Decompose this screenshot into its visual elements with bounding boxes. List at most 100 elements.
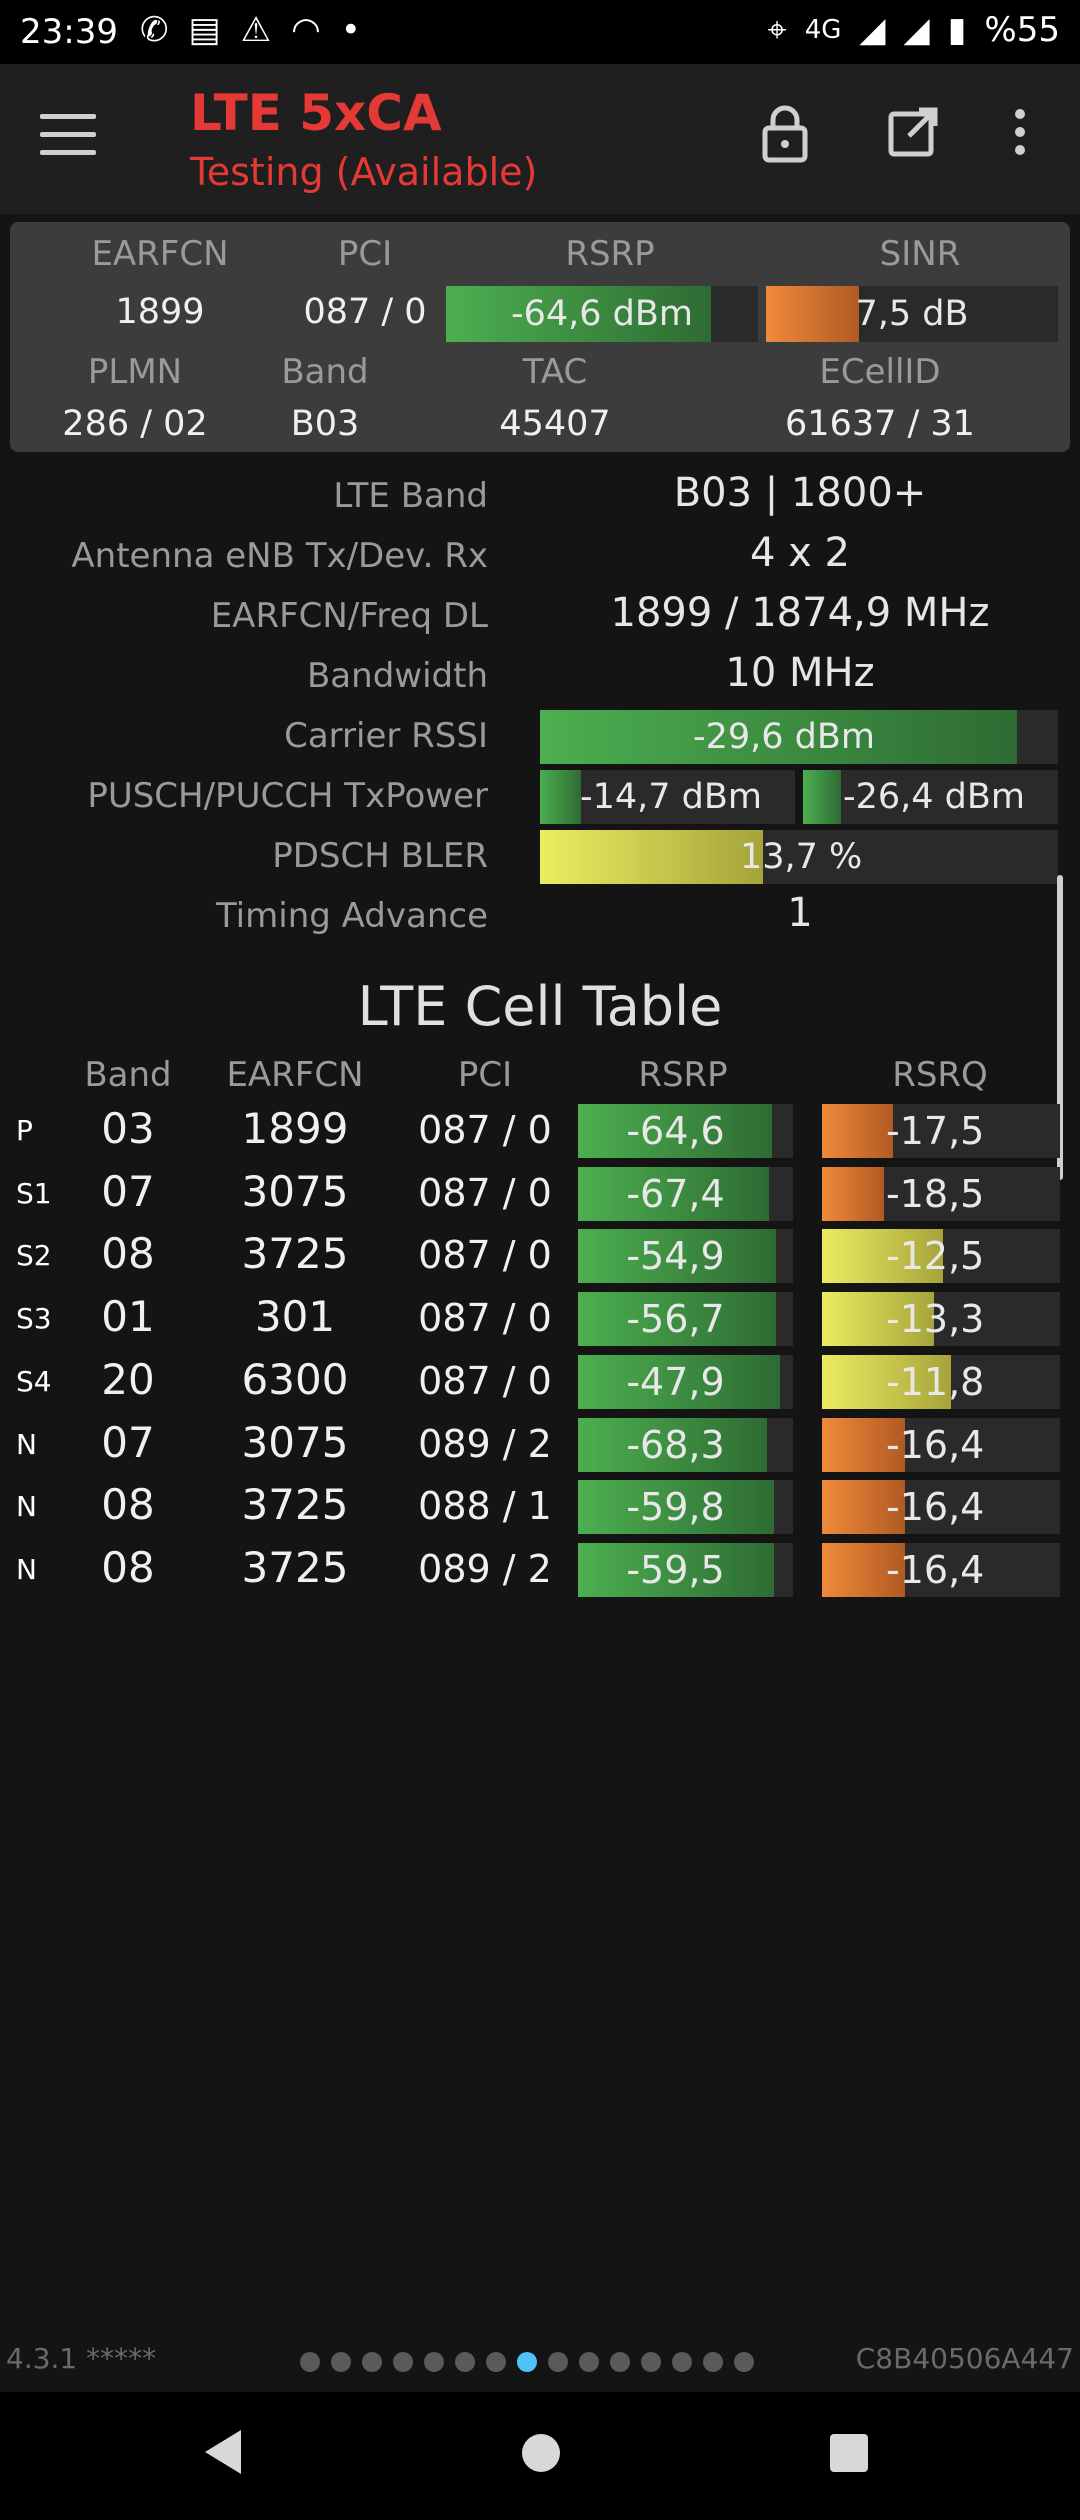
system-nav-bar	[0, 2392, 1080, 2520]
page-dot[interactable]	[424, 2352, 444, 2372]
freq-label: EARFCN/Freq DL	[210, 596, 488, 636]
cell-rsrp-bar: -59,5	[578, 1542, 793, 1597]
cell-rsrp: -59,8	[626, 1485, 725, 1530]
page-dot[interactable]	[703, 2352, 723, 2372]
bler-row: PDSCH BLER 13,7 %	[0, 828, 1080, 888]
rsrp-label: RSRP	[565, 234, 655, 274]
table-row: P 03 1899 087 / 0 -64,6 -17,5	[0, 1100, 1080, 1162]
cell-type-tag: P	[16, 1114, 33, 1147]
cell-pci: 087 / 0	[418, 1296, 552, 1341]
cell-rsrq-bar: -11,8	[822, 1354, 1060, 1409]
home-icon[interactable]	[522, 2434, 560, 2472]
ecellid-label: ECellID	[819, 352, 941, 392]
page-dot[interactable]	[362, 2352, 382, 2372]
cell-pci: 089 / 2	[418, 1546, 552, 1591]
cell-earfcn: 3725	[241, 1480, 349, 1530]
ta-row: Timing Advance 1	[0, 888, 1080, 948]
bandwidth-row: Bandwidth 10 MHz	[0, 648, 1080, 708]
page-dot[interactable]	[610, 2352, 630, 2372]
page-dot[interactable]	[300, 2352, 320, 2372]
page-indicator[interactable]	[300, 2352, 754, 2372]
page-dot[interactable]	[455, 2352, 475, 2372]
cell-rsrq-bar: -18,5	[822, 1166, 1060, 1221]
cell-earfcn: 3075	[241, 1166, 349, 1216]
recents-icon[interactable]	[830, 2434, 868, 2472]
cell-type-tag: S3	[16, 1302, 52, 1336]
lte-band-row: LTE Band B03 | 1800+	[0, 468, 1080, 528]
cell-rsrq: -11,8	[886, 1359, 985, 1404]
sinr-value: 7,5 dB	[855, 294, 969, 334]
back-icon[interactable]	[205, 2430, 241, 2474]
antenna-row: Antenna eNB Tx/Dev. Rx 4 x 2	[0, 528, 1080, 588]
scrollbar[interactable]	[1057, 875, 1063, 1180]
pci-label: PCI	[337, 234, 393, 274]
cell-rsrp: -64,6	[626, 1109, 725, 1153]
cell-type-tag: N	[16, 1490, 37, 1524]
lte-band-value: B03 | 1800+	[673, 470, 927, 516]
page-dot[interactable]	[517, 2352, 537, 2372]
bler-bar: 13,7 %	[540, 830, 1058, 884]
open-external-icon[interactable]	[878, 104, 948, 174]
pusch-bar: -14,7 dBm	[540, 770, 795, 824]
bler-value: 13,7 %	[740, 837, 863, 877]
more-vert-icon[interactable]	[990, 104, 1050, 174]
cell-band: 03	[101, 1104, 155, 1153]
battery-level: %55	[984, 10, 1060, 50]
cell-rsrq: -12,5	[886, 1234, 985, 1279]
antenna-value: 4 x 2	[750, 530, 850, 576]
dot-icon: •	[340, 10, 361, 50]
wifi-icon: ◠	[291, 10, 321, 50]
signal-icon: ◢	[903, 10, 930, 50]
cell-type-tag: S2	[16, 1239, 52, 1273]
cell-rsrq-bar: -13,3	[822, 1292, 1060, 1347]
cell-rsrq-bar: -16,4	[822, 1480, 1060, 1535]
page-dot[interactable]	[393, 2352, 413, 2372]
col-header-earfcn: EARFCN	[226, 1055, 364, 1095]
pucch-value: -26,4 dBm	[843, 777, 1026, 817]
cell-rsrq-bar: -17,5	[822, 1104, 1060, 1158]
menu-icon[interactable]	[40, 114, 96, 160]
location-icon: ⌖	[767, 10, 787, 50]
notification-icons: ✆ ▤ ⚠ ◠ •	[140, 10, 361, 50]
ta-value: 1	[787, 890, 813, 936]
table-row: S2 08 3725 087 / 0 -54,9 -12,5	[0, 1225, 1080, 1287]
pci-value: 087 / 0	[303, 292, 427, 332]
cell-band: 07	[101, 1166, 155, 1216]
page-dot[interactable]	[734, 2352, 754, 2372]
cell-pci: 087 / 0	[418, 1358, 552, 1403]
earfcn-label: EARFCN	[91, 234, 229, 274]
cell-pci: 087 / 0	[418, 1170, 552, 1215]
cell-rsrq: -16,4	[886, 1422, 985, 1467]
page-dot[interactable]	[486, 2352, 506, 2372]
cell-rsrp: -47,9	[626, 1359, 725, 1404]
cell-rsrp: -54,9	[626, 1234, 725, 1279]
alert-icon: ⚠	[240, 10, 272, 50]
page-dot[interactable]	[579, 2352, 599, 2372]
cell-rsrp-bar: -54,9	[578, 1229, 793, 1284]
cell-earfcn: 1899	[241, 1104, 349, 1153]
col-header-band: Band	[84, 1055, 172, 1095]
sinr-label: SINR	[879, 234, 961, 274]
cell-rsrq-bar: -16,4	[822, 1417, 1060, 1472]
cell-rsrp: -56,7	[626, 1297, 725, 1342]
page-dot[interactable]	[672, 2352, 692, 2372]
lock-icon[interactable]	[750, 104, 820, 174]
rsrp-bar: -64,6 dBm	[446, 286, 758, 342]
app-title: LTE 5xCA	[190, 84, 442, 142]
page-dot[interactable]	[548, 2352, 568, 2372]
cell-rsrp: -67,4	[626, 1171, 725, 1216]
cell-rsrp-bar: -59,8	[578, 1480, 793, 1535]
cell-earfcn: 3725	[241, 1229, 349, 1279]
battery-icon: ▮	[947, 10, 967, 50]
col-header-pci: PCI	[457, 1055, 513, 1095]
cell-pci: 087 / 0	[418, 1108, 552, 1152]
cell-rsrq-bar: -16,4	[822, 1542, 1060, 1597]
cell-band: 07	[101, 1417, 155, 1467]
sinr-bar: 7,5 dB	[766, 286, 1058, 342]
page-dot[interactable]	[641, 2352, 661, 2372]
cell-band: 08	[101, 1542, 155, 1592]
rssi-label: Carrier RSSI	[284, 716, 488, 756]
table-row: S1 07 3075 087 / 0 -67,4 -18,5	[0, 1163, 1080, 1225]
page-dot[interactable]	[331, 2352, 351, 2372]
ta-label: Timing Advance	[215, 896, 488, 936]
